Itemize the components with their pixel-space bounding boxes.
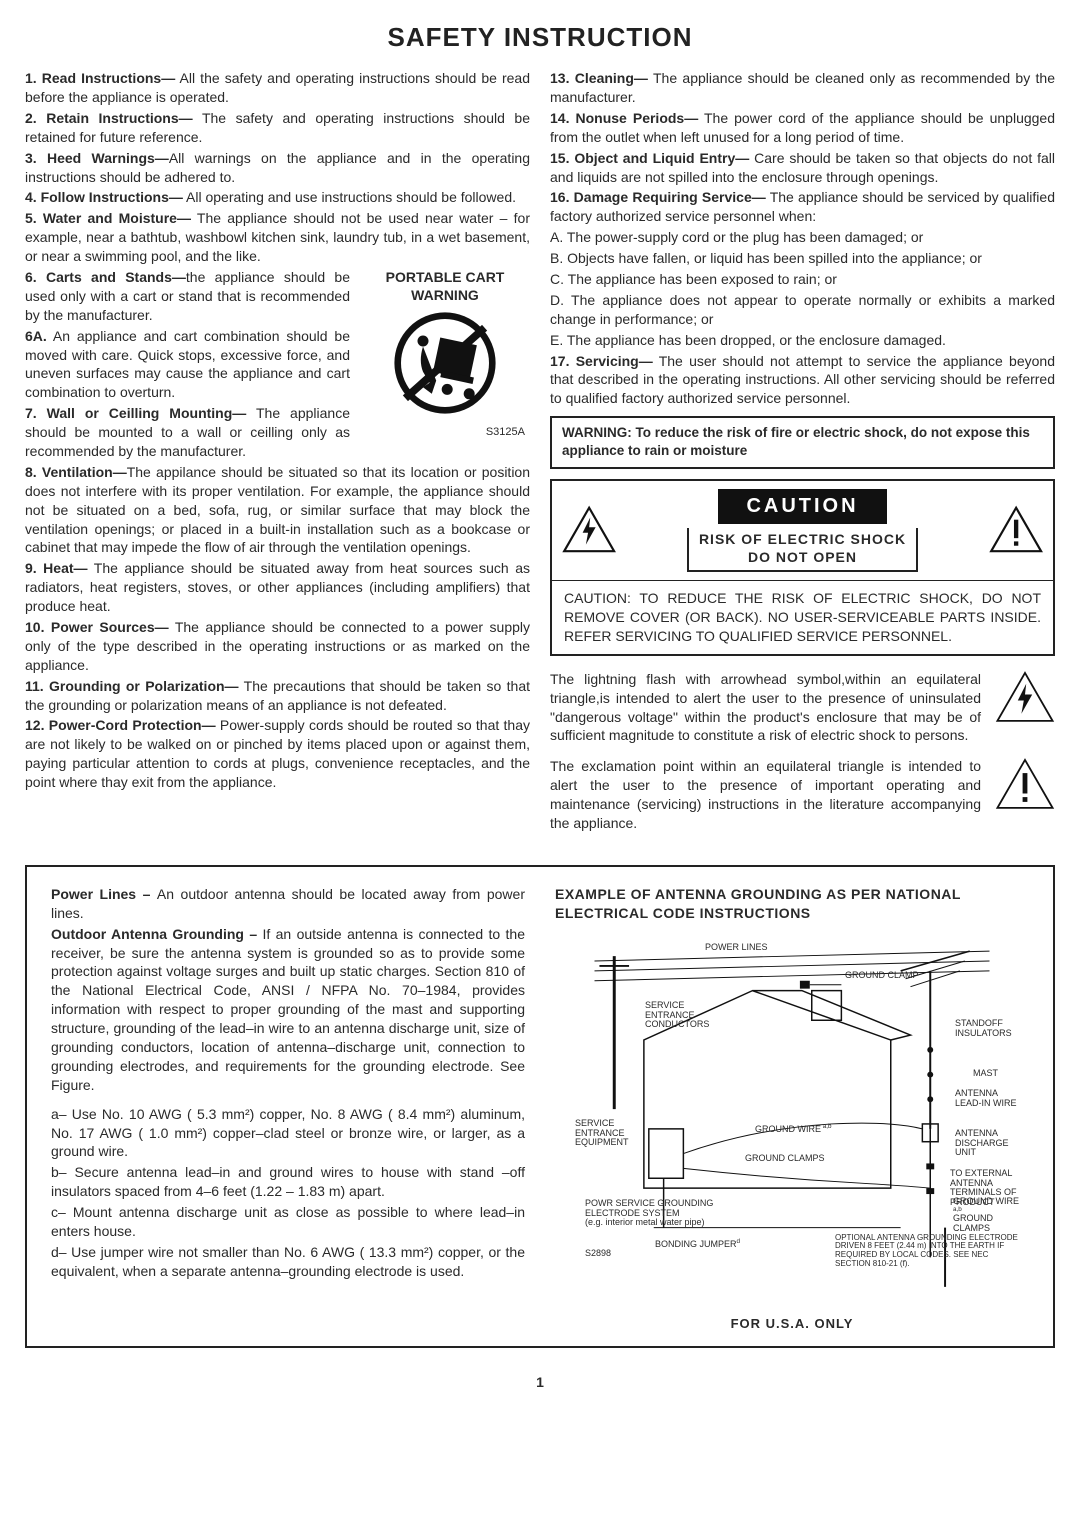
- antenna-b: b– Secure antenna lead–in and ground wir…: [51, 1163, 525, 1201]
- cart-code: S3125A: [360, 425, 530, 440]
- item-5: 5. Water and Moisture— The appliance sho…: [25, 209, 530, 266]
- item-17: 17. Servicing— The user should not attem…: [550, 352, 1055, 409]
- lbl-mast: MAST: [973, 1069, 998, 1079]
- antenna-right: EXAMPLE OF ANTENNA GROUNDING AS PER NATI…: [555, 885, 1029, 1332]
- lbl-gclamps2: GROUND CLAMPS: [745, 1154, 825, 1164]
- exclaim-triangle-icon: [989, 500, 1043, 560]
- symbol-explain-1: The lightning flash with arrowhead symbo…: [550, 670, 1055, 746]
- lbl-power-lines: POWER LINES: [705, 943, 768, 953]
- item-1: 1. Read Instructions— All the safety and…: [25, 69, 530, 107]
- lbl-gwire-ab: GROUND WIRE a,b: [755, 1124, 832, 1135]
- caution-sub: RISK OF ELECTRIC SHOCKDO NOT OPEN: [687, 528, 918, 572]
- warning-box: WARNING: To reduce the risk of fire or e…: [550, 416, 1055, 468]
- item-16b: B. Objects have fallen, or liquid has be…: [550, 249, 1055, 268]
- item-11: 11. Grounding or Polarization— The preca…: [25, 677, 530, 715]
- item-6a: 6A. An appliance and cart combination sh…: [25, 327, 350, 403]
- lightning-triangle-icon: [562, 500, 616, 560]
- item-16a: A. The power-supply cord or the plug has…: [550, 228, 1055, 247]
- caution-body: CAUTION: TO REDUCE THE RISK OF ELECTRIC …: [552, 581, 1053, 654]
- item-10: 10. Power Sources— The appliance should …: [25, 618, 530, 675]
- item-4: 4. Follow Instructions— All operating an…: [25, 188, 530, 207]
- lbl-gclamps: GROUND CLAMPS: [953, 1214, 1029, 1234]
- lbl-disch: ANTENNA DISCHARGE UNIT: [955, 1129, 1025, 1159]
- antenna-left: Power Lines – An outdoor antenna should …: [51, 885, 525, 1332]
- item-3: 3. Heed Warnings—All warnings on the app…: [25, 149, 530, 187]
- lbl-bonding: BONDING JUMPERd: [655, 1239, 740, 1250]
- lbl-standoff: STANDOFF INSULATORS: [955, 1019, 1025, 1039]
- lbl-powr-svc: POWR SERVICE GROUNDING ELECTRODE SYSTEM(…: [585, 1199, 725, 1229]
- antenna-diagram-title: EXAMPLE OF ANTENNA GROUNDING AS PER NATI…: [555, 885, 1029, 923]
- item-13: 13. Cleaning— The appliance should be cl…: [550, 69, 1055, 107]
- antenna-diagram: POWER LINES SERVICE ENTRANCE CONDUCTORS …: [555, 929, 1029, 1309]
- item-15: 15. Object and Liquid Entry— Care should…: [550, 149, 1055, 187]
- lbl-svc-eq: SERVICE ENTRANCE EQUIPMENT: [575, 1119, 645, 1149]
- cart-block: 6. Carts and Stands—the appliance should…: [25, 268, 530, 463]
- page-number: 1: [25, 1373, 1055, 1392]
- symbol-explain-2: The exclamation point within an equilate…: [550, 757, 1055, 833]
- item-2: 2. Retain Instructions— The safety and o…: [25, 109, 530, 147]
- exclaim-triangle-icon: [995, 757, 1055, 812]
- antenna-p2: Outdoor Antenna Grounding – If an outsid…: [51, 925, 525, 1095]
- lbl-gclamp: GROUND CLAMP: [845, 971, 919, 981]
- antenna-p1: Power Lines – An outdoor antenna should …: [51, 885, 525, 923]
- cart-warning-icon: [390, 308, 500, 418]
- item-8: 8. Ventilation—The appilance should be s…: [25, 463, 530, 557]
- right-column: 13. Cleaning— The appliance should be cl…: [550, 69, 1055, 845]
- lbl-optional: OPTIONAL ANTENNA GROUNDING ELECTRODE DRI…: [835, 1234, 1025, 1269]
- caution-box: CAUTION RISK OF ELECTRIC SHOCKDO NOT OPE…: [550, 479, 1055, 656]
- item-16c: C. The appliance has been exposed to rai…: [550, 270, 1055, 289]
- cart-figure: PORTABLE CARTWARNING S3125A: [360, 268, 530, 440]
- item-16d: D. The appliance does not appear to oper…: [550, 291, 1055, 329]
- item-7: 7. Wall or Ceilling Mounting— The applia…: [25, 404, 350, 461]
- lightning-triangle-icon: [995, 670, 1055, 725]
- lbl-lead: ANTENNA LEAD-IN WIRE: [955, 1089, 1025, 1109]
- item-16: 16. Damage Requiring Service— The applia…: [550, 188, 1055, 226]
- antenna-c: c– Mount antenna discharge unit as close…: [51, 1203, 525, 1241]
- antenna-d: d– Use jumper wire not smaller than No. …: [51, 1243, 525, 1281]
- antenna-a: a– Use No. 10 AWG ( 5.3 mm²) copper, No.…: [51, 1105, 525, 1162]
- left-column: 1. Read Instructions— All the safety and…: [25, 69, 530, 845]
- item-14: 14. Nonuse Periods— The power cord of th…: [550, 109, 1055, 147]
- item-12: 12. Power-Cord Protection— Power-supply …: [25, 716, 530, 792]
- antenna-section: Power Lines – An outdoor antenna should …: [25, 865, 1055, 1348]
- lbl-code: S2898: [585, 1249, 611, 1259]
- lbl-svc-cond: SERVICE ENTRANCE CONDUCTORS: [645, 1001, 735, 1031]
- page-title: SAFETY INSTRUCTION: [25, 20, 1055, 55]
- main-columns: 1. Read Instructions— All the safety and…: [25, 69, 1055, 845]
- item-16e: E. The appliance has been dropped, or th…: [550, 331, 1055, 350]
- antenna-foot: FOR U.S.A. ONLY: [555, 1315, 1029, 1333]
- item-9: 9. Heat— The appliance should be situate…: [25, 559, 530, 616]
- item-6: 6. Carts and Stands—the appliance should…: [25, 268, 350, 325]
- caution-title: CAUTION: [718, 489, 886, 524]
